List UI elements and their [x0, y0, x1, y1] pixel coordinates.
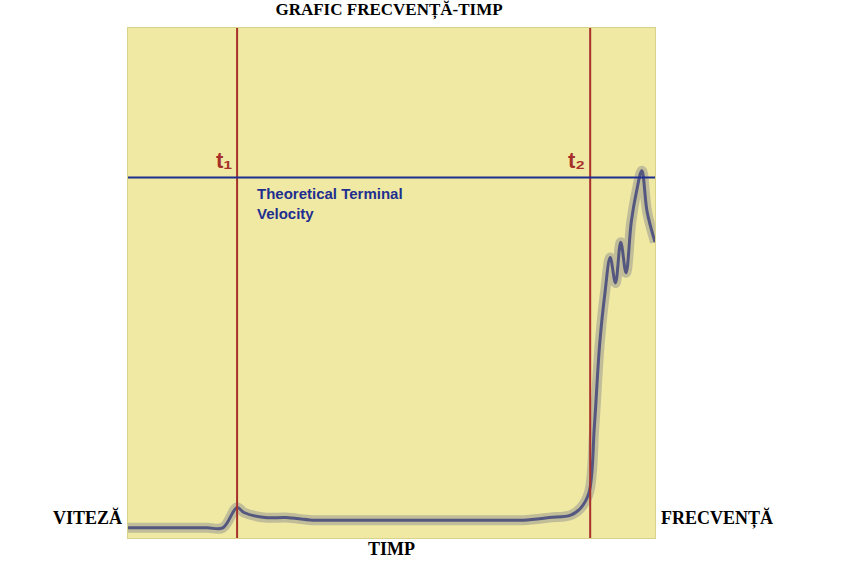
- svg-text:t₂: t₂: [568, 148, 585, 173]
- svg-text:GRAFIC FRECVENȚĂ-TIMP: GRAFIC FRECVENȚĂ-TIMP: [275, 0, 502, 20]
- svg-text:TIMP: TIMP: [368, 539, 415, 559]
- svg-text:Theoretical TerminalVelocity: Theoretical TerminalVelocity: [257, 185, 403, 222]
- svg-text:t₁: t₁: [216, 148, 232, 173]
- svg-text:FRECVENȚĂ: FRECVENȚĂ: [661, 507, 773, 529]
- svg-text:VITEZĂ: VITEZĂ: [53, 507, 122, 528]
